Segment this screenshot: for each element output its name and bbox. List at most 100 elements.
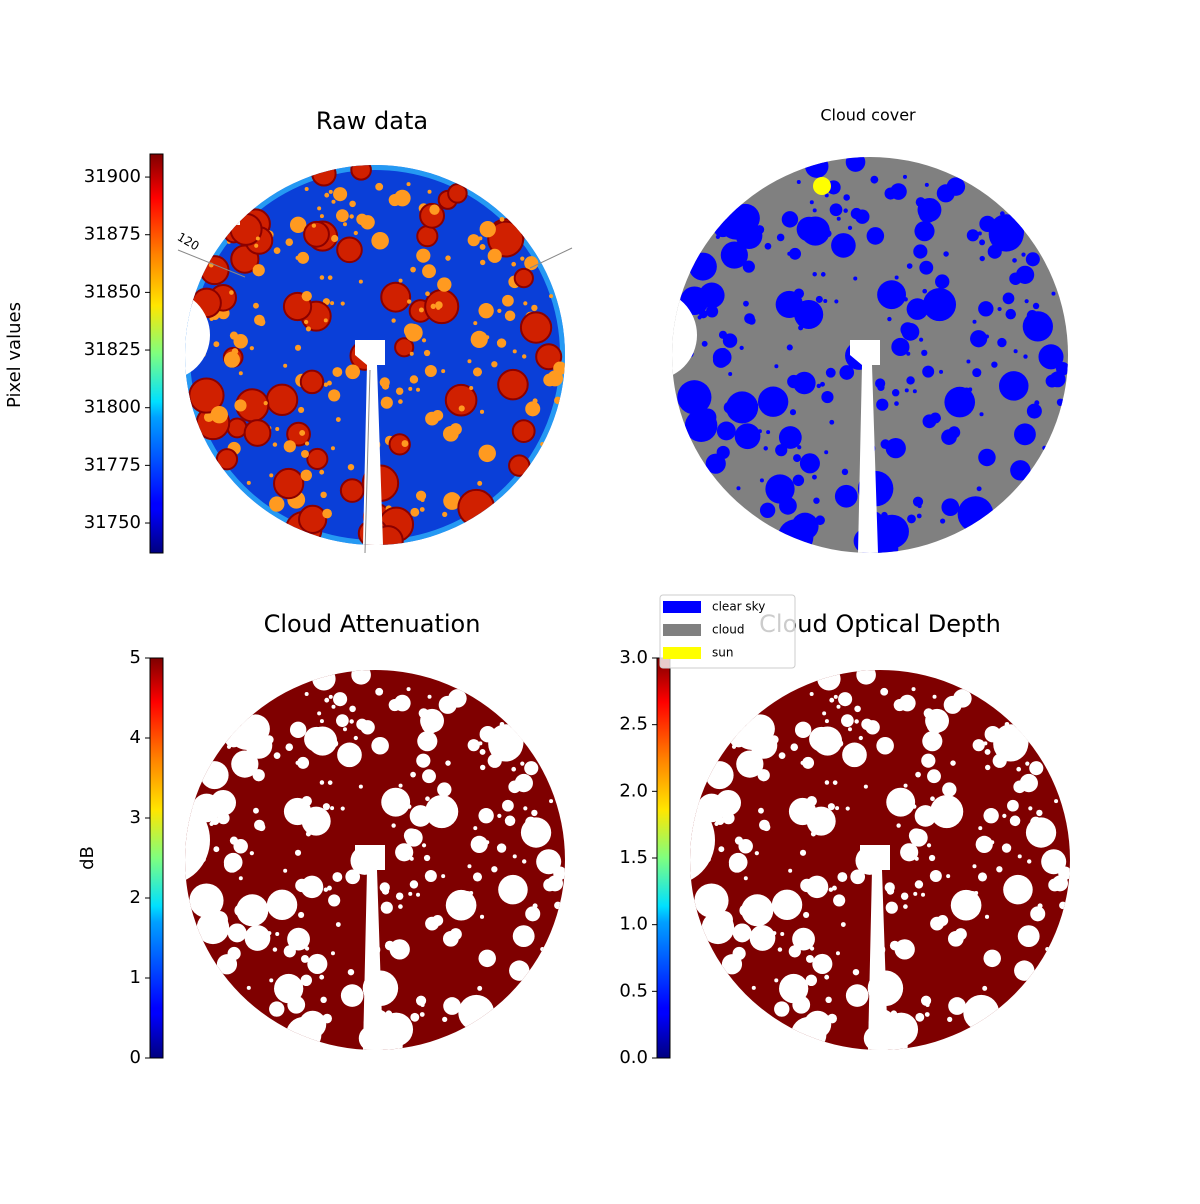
cloud-gap: [891, 337, 910, 357]
cloud-gap: [894, 401, 899, 406]
cloud-gap: [891, 388, 900, 397]
cloud-gap: [323, 318, 328, 323]
cloud-gap: [333, 187, 348, 202]
cloud-gap: [1003, 874, 1033, 905]
cloud-gap: [401, 945, 409, 952]
cloud-gap: [1027, 859, 1032, 864]
cloud-gap: [266, 889, 298, 920]
cloud-gap: [229, 331, 239, 340]
cloud-gap: [780, 931, 785, 937]
cloud-gap: [866, 227, 885, 245]
cloud-gap: [419, 1012, 425, 1017]
cloud-gap: [472, 367, 483, 377]
cloud-gap: [511, 766, 517, 772]
cloud-gap: [824, 780, 830, 785]
cloud-gap: [914, 880, 924, 889]
cloud-gap: [909, 828, 928, 847]
cloud-gap: [957, 407, 964, 414]
cloud-gap: [478, 444, 496, 463]
cloud-gap: [804, 935, 811, 941]
cloud-gap: [294, 849, 302, 856]
cloud-gap: [944, 386, 976, 418]
cloud-gap: [1045, 946, 1050, 952]
cloud-gap: [305, 831, 311, 837]
cloud-gap: [312, 670, 336, 691]
cloud-gap: [443, 492, 461, 510]
cloud-gap: [972, 319, 977, 324]
cloud-gap: [966, 229, 979, 242]
cloud-gap: [1012, 258, 1017, 263]
cloud-gap: [388, 433, 411, 456]
cloud-gap: [734, 423, 761, 450]
cloud-gap: [696, 258, 702, 264]
cloud-gap: [805, 157, 829, 178]
cloud-gap: [912, 389, 917, 394]
cloud-gap: [410, 507, 420, 517]
cloud-gap: [774, 1001, 790, 1017]
tick-label: 31750: [84, 512, 141, 533]
cloud-gap: [449, 928, 462, 941]
cloud-gap: [349, 705, 356, 713]
cloud-gap: [906, 263, 913, 269]
cloud-gap: [768, 906, 773, 911]
cloud-gap: [984, 914, 990, 919]
cloud-gap: [993, 726, 1029, 762]
cloud-gap: [926, 198, 938, 209]
panel-title: Cloud Attenuation: [264, 610, 481, 638]
mask-corner: [185, 165, 240, 225]
cloud-gap: [736, 750, 764, 778]
cloud-gap: [1019, 773, 1038, 793]
tick-label: 1.5: [619, 847, 648, 868]
cloud-gap: [470, 330, 488, 348]
cloud-gap: [853, 276, 858, 281]
cloud-gap: [327, 275, 333, 280]
cloud-gap: [736, 853, 744, 860]
cloud-gap: [299, 369, 325, 395]
sun-disk: [813, 177, 831, 195]
cloud-gap: [210, 405, 228, 424]
cloud-gap: [525, 401, 541, 417]
cloud-gap: [331, 234, 339, 243]
cloud-gap: [985, 764, 991, 771]
cloud-gap: [779, 973, 809, 1004]
cloud-gap: [781, 211, 799, 228]
cloud-gap: [388, 699, 401, 712]
cloud-gap: [816, 316, 821, 321]
cloud-gap: [253, 302, 259, 309]
cloud-gap: [1000, 211, 1005, 216]
colorbar: [149, 153, 164, 554]
legend-swatch: [663, 647, 701, 659]
cloud-gap: [425, 796, 430, 802]
cloud-gap: [835, 806, 840, 811]
cloud-gap: [947, 1016, 953, 1022]
cloud-gap: [907, 514, 916, 524]
cloud-gap: [842, 742, 867, 768]
cloud-gap: [939, 369, 944, 374]
cloud-gap: [306, 447, 329, 470]
cloud-gap: [900, 843, 919, 862]
cloud-gap: [283, 363, 288, 368]
cloud-gap: [935, 415, 941, 422]
tick-label: 31900: [84, 166, 141, 187]
cloud-gap: [380, 901, 393, 914]
cloud-gap: [305, 326, 311, 332]
cloud-gap: [319, 974, 325, 980]
cloud-gap: [215, 448, 239, 471]
cloud-gap: [1025, 761, 1030, 766]
cloud-gap: [509, 960, 530, 981]
cloud-gap: [286, 421, 311, 447]
cloud-gap: [798, 325, 804, 331]
cloud-gap: [1059, 901, 1067, 910]
cloud-gap: [870, 175, 879, 184]
cloud-gap: [404, 323, 423, 342]
cloud-gap: [350, 165, 372, 181]
cloud-gap: [491, 866, 498, 873]
cloud-gap: [469, 891, 474, 896]
cloud-gap: [347, 463, 355, 471]
cloud-gap: [263, 401, 268, 406]
cloud-gap: [861, 718, 873, 731]
cloud-gap: [972, 864, 977, 869]
cloud-gap: [381, 787, 411, 817]
cloud-gap: [486, 224, 491, 229]
tick-label: 4: [130, 727, 141, 748]
